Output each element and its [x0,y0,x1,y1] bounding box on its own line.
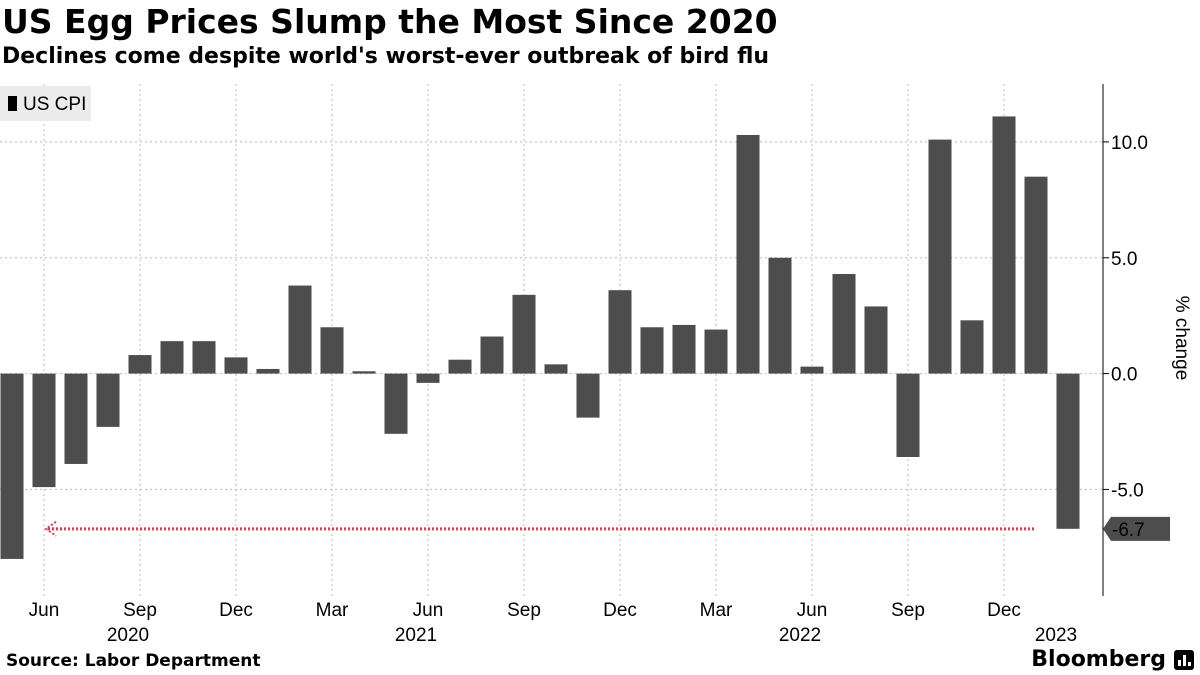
bar [0,373,24,559]
bar [544,364,568,374]
x-tick-label: Mar [316,600,349,621]
legend-label: US CPI [23,94,86,115]
bar [480,336,504,374]
bar [1024,176,1048,374]
annotation-layer: -6.7 [44,516,1170,541]
chart-subtitle: Declines come despite world's worst-ever… [2,44,770,69]
bar [384,373,408,434]
annotation-arrow [44,520,57,537]
bar [352,371,376,374]
bar [672,324,696,374]
bar [832,273,856,374]
axes: -5.0 0.0 5.0 10.0 Jun Sep Dec Mar Jun Sep Dec Mar Ju… [29,84,1148,646]
y-tick-label: 0.0 [1111,365,1137,386]
bar [96,373,120,427]
bar [224,357,248,374]
legend: US CPI [0,86,91,121]
legend-swatch [8,96,17,111]
source-note: Source: Labor Department [6,651,261,671]
bar [736,134,760,374]
bloomberg-terminal-icon [1174,650,1194,670]
x-tick-label: Dec [987,600,1021,621]
bar [896,373,920,457]
bar [320,327,344,374]
x-year-label: 2022 [779,625,821,646]
x-year-label: 2023 [1035,625,1077,646]
x-tick-label: Sep [123,600,157,621]
bar [960,320,984,374]
bar [928,139,952,374]
bar [704,329,728,374]
x-year-label: 2020 [107,625,149,646]
annotation-callout [1103,516,1170,541]
y-tick-label: 5.0 [1111,249,1137,270]
bloomberg-logo: Bloomberg [1031,647,1166,672]
y-tick-label: -5.0 [1111,480,1144,501]
bar [608,290,632,374]
bar [448,359,472,374]
chart-title: US Egg Prices Slump the Most Since 2020 [2,2,778,41]
bar [640,327,664,374]
x-tick-label: Sep [891,600,925,621]
bar [576,373,600,418]
x-tick-label: Dec [603,600,637,621]
bar [768,257,792,374]
annotation-label: -6.7 [1112,520,1145,541]
bar [288,285,312,374]
bar [160,341,184,374]
bar [192,341,216,374]
bar [800,366,824,374]
bar [64,373,88,464]
y-tick-label: 10.0 [1111,133,1148,154]
bar [256,368,280,374]
bar-series [0,116,1080,559]
x-tick-label: Sep [507,600,541,621]
x-tick-label: Jun [413,600,444,621]
bar [864,306,888,374]
bar [512,294,536,374]
x-year-label: 2021 [395,625,437,646]
y-axis-label: % change [1171,296,1192,381]
bar [128,355,152,374]
x-tick-label: Mar [700,600,733,621]
x-tick-label: Dec [219,600,253,621]
bar [32,373,56,488]
x-tick-label: Jun [29,600,60,621]
bar [992,116,1016,374]
x-tick-label: Jun [797,600,828,621]
bar [416,373,440,383]
bar [1056,373,1080,529]
